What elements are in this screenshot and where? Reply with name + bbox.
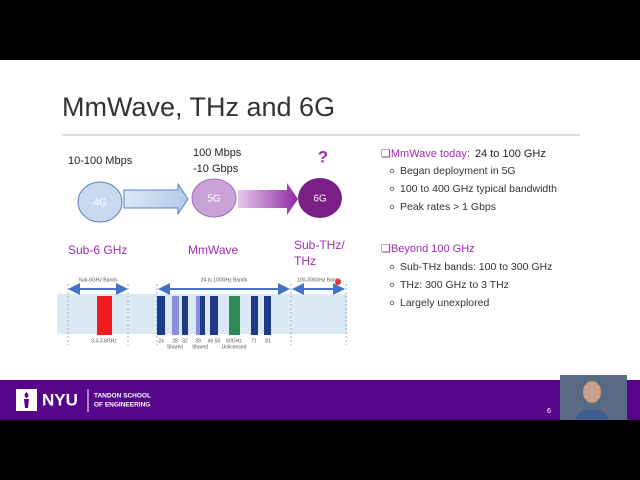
bullet-dot: [389, 186, 395, 192]
band-block: [251, 296, 258, 335]
band-block: [229, 296, 240, 335]
bullet-text: THz: 300 GHz to 3 THz: [400, 279, 509, 291]
spectrum-freq: 81: [265, 338, 271, 344]
bullet-text: Largely unexplored: [400, 297, 489, 309]
band-label: MmWave: [188, 243, 239, 257]
spectrum-freq: 24: [158, 338, 164, 344]
band-block: [264, 296, 271, 335]
bullet-text: 100 to 400 GHz typical bandwidth: [400, 183, 557, 195]
logo-text: NYU: [42, 390, 78, 409]
spectrum-freq: 60GHz: [226, 338, 242, 344]
rate-label: -10 Gbps: [193, 163, 239, 175]
arrow: [123, 182, 189, 216]
node-6g: [298, 178, 342, 218]
spectrum-note: Shared: [167, 344, 183, 350]
band-label: Sub-THz/: [294, 238, 345, 252]
band-block: [157, 296, 165, 335]
spectrum-freq: 39: [195, 338, 201, 344]
band-block: [196, 296, 200, 335]
school-name: TANDON SCHOOL: [94, 393, 151, 400]
node-label: 6G: [313, 194, 327, 205]
page-number: 6: [547, 408, 551, 415]
node-5g: [191, 178, 237, 218]
spectrum-note: Shared: [192, 344, 208, 350]
rate-label: 10-100 Mbps: [68, 155, 133, 167]
spectrum-label: 100-300GHz Bands: [297, 277, 341, 283]
section-heading: ❑MmWave today: 24 to 100 GHz: [381, 148, 546, 160]
heading-value: 24 to 100 GHz: [475, 148, 546, 160]
spectrum-freq: 32: [182, 338, 188, 344]
bullet-dot: [389, 204, 395, 210]
rate-label: ?: [318, 147, 328, 166]
band-block: [200, 296, 205, 335]
spectrum-label: Sub-6GHz Bands: [79, 277, 118, 283]
spectrum-note: Unlicensed: [222, 344, 247, 350]
bullet-dot: [389, 264, 395, 270]
heading-text: Beyond 100 GHz: [391, 243, 475, 255]
bullet-text: Began deployment in 5G: [400, 165, 516, 177]
footer-band: [0, 380, 640, 420]
band-block: [97, 296, 112, 335]
band-label: Sub-6 GHz: [68, 243, 127, 257]
band-block: [182, 296, 188, 335]
spectrum-freq: 71: [251, 338, 257, 344]
slide-title: MmWave, THz and 6G: [62, 92, 335, 122]
bullet-dot: [389, 300, 395, 306]
cursor: [335, 279, 341, 285]
bullet-dot: [389, 168, 395, 174]
node-label: 4G: [93, 198, 107, 209]
section-heading: ❑Beyond 100 GHz: [381, 243, 475, 255]
node-4g: [77, 181, 123, 223]
slide: [0, 60, 640, 420]
node-label: 5G: [207, 194, 221, 205]
bullet-dot: [389, 282, 395, 288]
band-block: [172, 296, 179, 335]
bullet-text: Peak rates > 1 Gbps: [400, 201, 496, 213]
spectrum-label: 24 to 100GHz Bands: [201, 277, 248, 283]
spectrum-freq: 46 50: [208, 338, 221, 344]
spectrum-freq: 28: [172, 338, 178, 344]
band-block: [210, 296, 218, 335]
arrow: [238, 183, 298, 215]
heading-text: MmWave today:: [391, 148, 470, 160]
bullet-text: Sub-THz bands: 100 to 300 GHz: [400, 261, 552, 273]
rate-label: 100 Mbps: [193, 147, 242, 159]
school-name: OF ENGINEERING: [94, 402, 150, 409]
spectrum-freq: 3.4-3.8GHz: [91, 338, 117, 344]
band-label: THz: [294, 254, 316, 268]
